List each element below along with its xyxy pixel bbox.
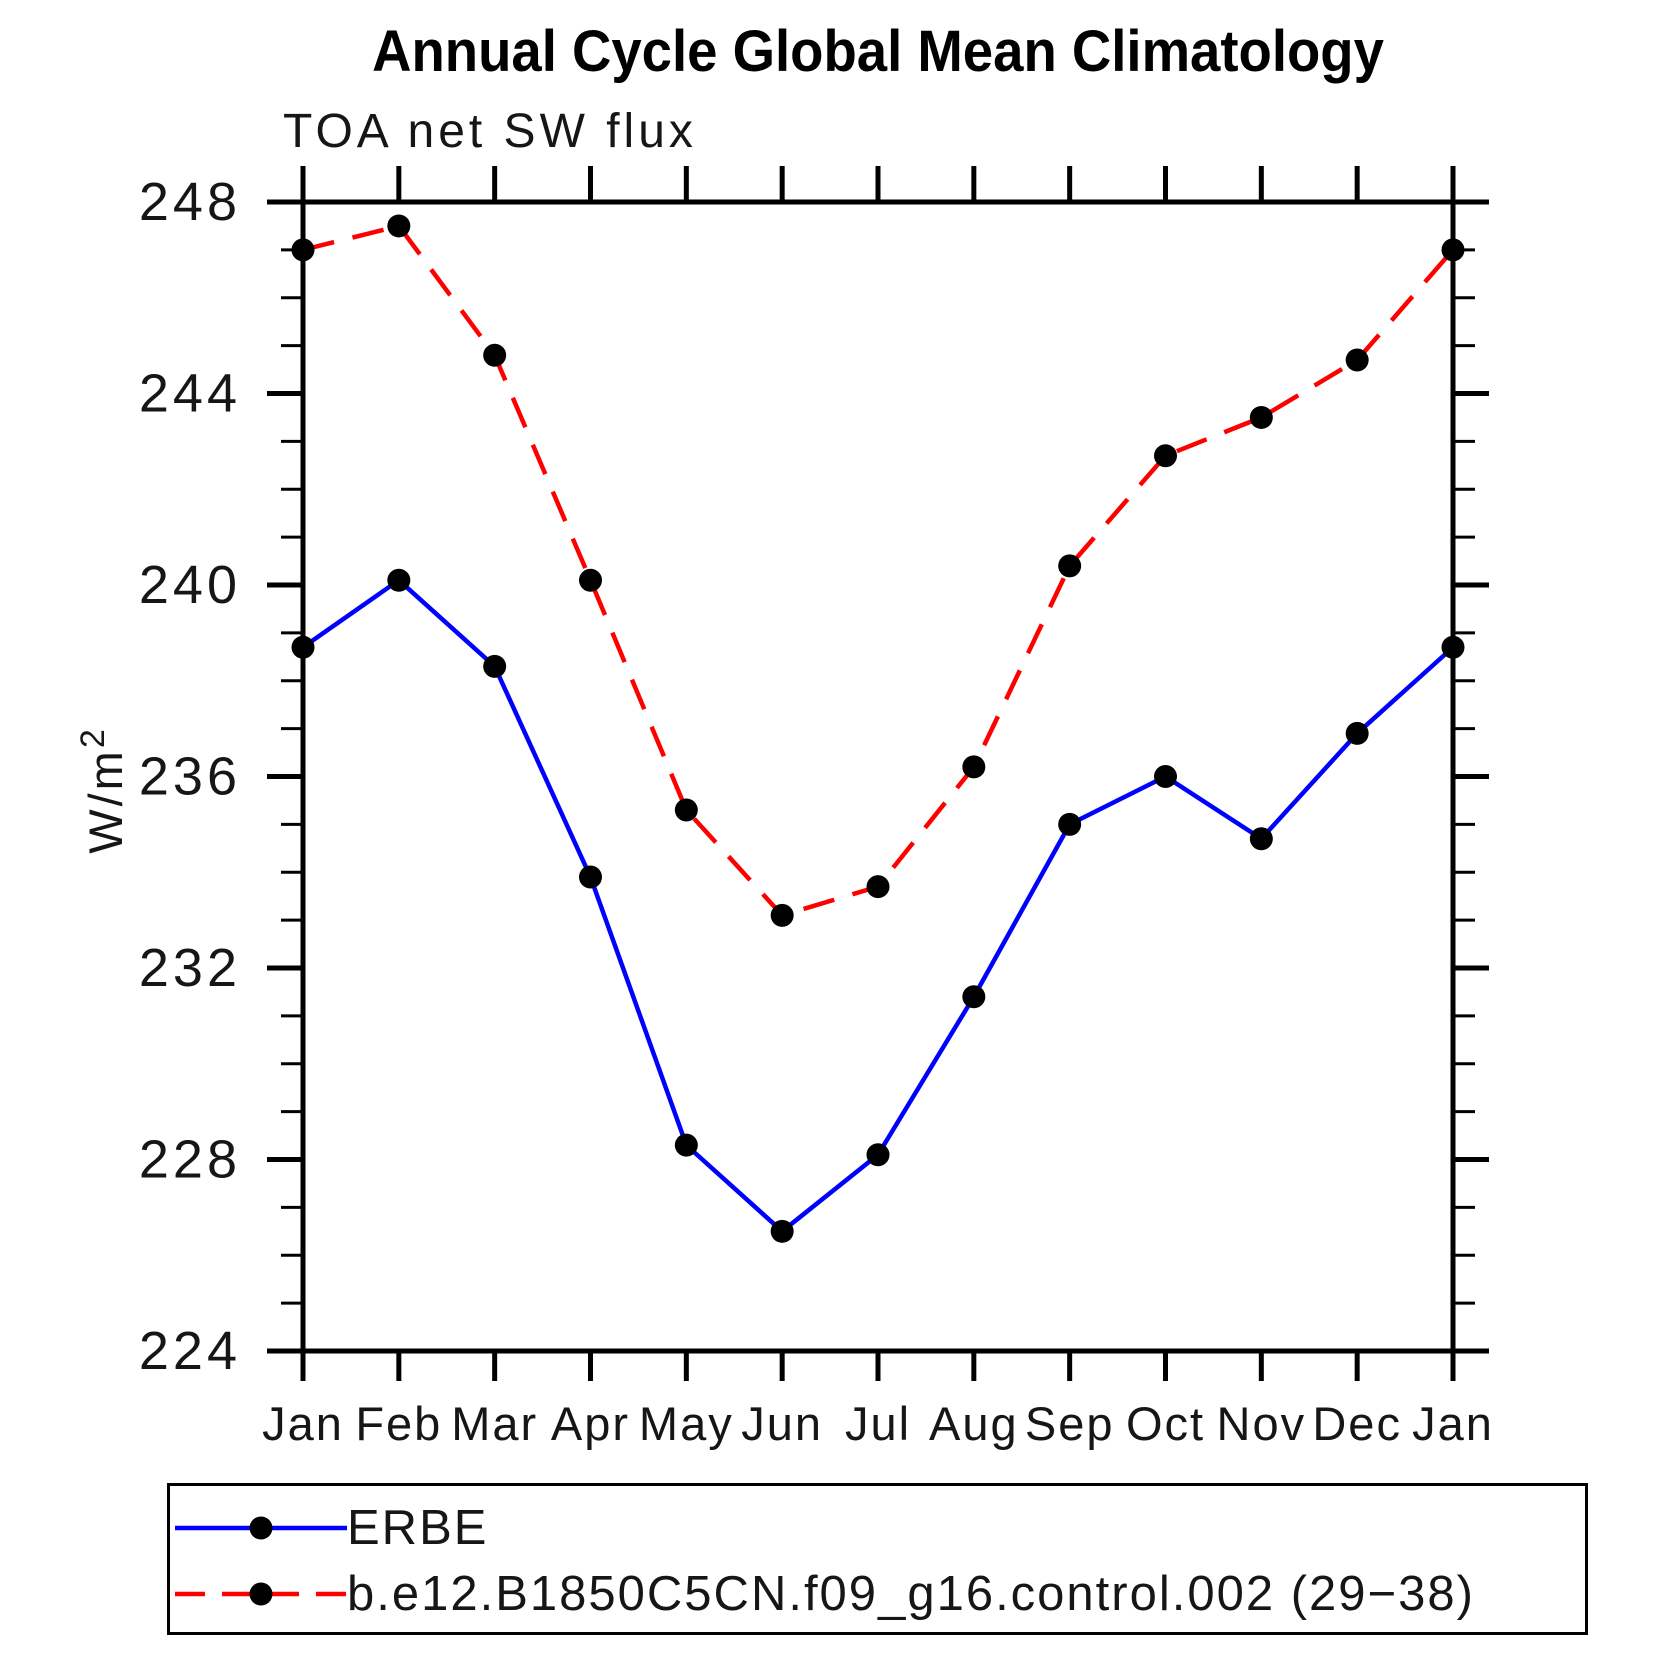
legend-entry-model: b.e12.B1850C5CN.f09_g16.control.002 (29−… (175, 1567, 1475, 1621)
data-point-marker (1441, 635, 1465, 659)
data-point-marker (1345, 721, 1369, 745)
legend-marker-dot (249, 1516, 273, 1540)
data-point-marker (291, 635, 315, 659)
y-tick-label: 248 (139, 172, 241, 232)
data-point-marker (1249, 405, 1273, 429)
data-point-marker (962, 755, 986, 779)
data-point-marker (962, 985, 986, 1009)
x-tick-label: Aug (929, 1397, 1019, 1450)
data-point-marker (483, 654, 507, 678)
data-point-marker (387, 568, 411, 592)
x-tick-label: Jun (741, 1397, 823, 1450)
series-line-erbe (301, 577, 1455, 1234)
data-point-marker (1058, 554, 1082, 578)
data-point-marker (579, 568, 602, 592)
x-tick-label: Dec (1312, 1397, 1402, 1450)
x-tick-label: Oct (1126, 1397, 1205, 1450)
data-point-marker (674, 798, 698, 822)
y-tick-label: 244 (139, 364, 241, 424)
y-axis-label: W/m2 (74, 726, 132, 854)
chart-title: Annual Cycle Global Mean Climatology (372, 19, 1384, 84)
legend-line-sample-solid (175, 1516, 347, 1540)
legend-entry-erbe: ERBE (175, 1501, 489, 1555)
data-point-marker (866, 875, 890, 899)
y-tick-label: 224 (139, 1321, 241, 1381)
data-point-marker (387, 214, 411, 238)
y-tick-label: 236 (139, 747, 241, 807)
data-point-marker (770, 1219, 794, 1243)
data-point-marker (674, 1133, 698, 1157)
x-tick-label: Jan (1412, 1397, 1494, 1450)
data-point-marker (1441, 238, 1465, 262)
data-point-marker (1058, 812, 1082, 836)
x-tick-label: Nov (1217, 1397, 1307, 1450)
data-point-marker (1154, 444, 1177, 468)
x-tick-label: Sep (1025, 1397, 1115, 1450)
legend-line-sample-dashed (175, 1582, 347, 1606)
data-point-marker (579, 865, 602, 889)
data-point-marker (1154, 765, 1177, 788)
x-tick-label: Jan (262, 1397, 344, 1450)
data-point-marker (1345, 348, 1369, 372)
data-point-marker (770, 903, 794, 927)
legend-label-model: b.e12.B1850C5CN.f09_g16.control.002 (29−… (347, 1567, 1475, 1621)
x-tick-label: May (639, 1397, 734, 1450)
y-tick-label: 240 (139, 555, 241, 615)
x-tick-label: Jul (845, 1397, 911, 1450)
x-tick-label: Feb (355, 1397, 442, 1450)
series-line-model (302, 223, 1455, 918)
data-point-marker (483, 343, 507, 367)
x-tick-label: Apr (551, 1397, 630, 1450)
data-point-marker (1249, 827, 1273, 851)
data-point-marker (291, 238, 315, 262)
chart-legend: ERBE b.e12.B1850C5CN.f09_g16.control.002… (167, 1483, 1588, 1635)
legend-label-erbe: ERBE (347, 1501, 489, 1555)
chart-subtitle: TOA net SW flux (283, 105, 697, 158)
plot-frame (300, 199, 1456, 1354)
y-tick-label: 228 (139, 1130, 241, 1190)
x-tick-label: Mar (451, 1397, 538, 1450)
legend-marker-dot (249, 1582, 273, 1606)
y-tick-label: 232 (139, 938, 241, 998)
data-point-marker (866, 1143, 890, 1167)
